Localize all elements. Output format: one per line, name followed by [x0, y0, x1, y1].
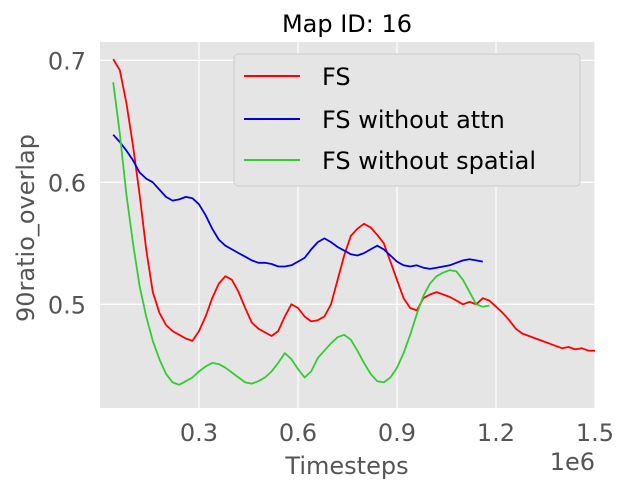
y-tick-label: 0.6 [48, 169, 86, 197]
x-tick-label: 0.3 [180, 419, 218, 447]
series-line-fs-without-attn [112, 134, 483, 270]
x-tick-label: 0.9 [378, 419, 416, 447]
y-tick-label: 0.5 [48, 291, 86, 319]
y-tick-label: 0.7 [48, 47, 86, 75]
x-offset-label: 1e6 [550, 448, 595, 476]
legend-label-fs-without-spatial: FS without spatial [322, 147, 536, 175]
series-line-fs-without-spatial [112, 82, 490, 386]
x-tick-label: 0.6 [279, 419, 317, 447]
x-tick-label: 1.5 [576, 419, 614, 447]
legend-label-fs: FS [322, 63, 351, 91]
chart-title: Map ID: 16 [282, 10, 412, 38]
x-tick-label: 1.2 [477, 419, 515, 447]
y-axis-label: 90ratio_overlap [12, 134, 40, 322]
legend-box [233, 53, 581, 187]
legend-label-fs-without-attn: FS without attn [322, 106, 505, 134]
series-line-fs [112, 58, 595, 352]
x-axis-label: Timesteps [284, 452, 408, 480]
series-lines [112, 58, 595, 386]
tick-labels: 0.3 0.6 0.9 1.2 1.5 0.5 0.6 0.7 [48, 47, 614, 447]
legend: FS FS without attn FS without spatial [233, 53, 581, 187]
